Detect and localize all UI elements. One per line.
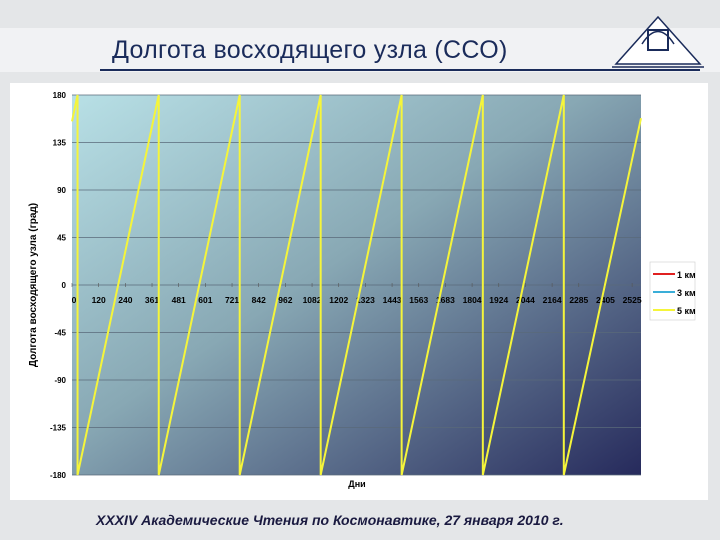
- x-tick-label: 481: [172, 295, 186, 305]
- x-tick-label: 120: [92, 295, 106, 305]
- x-tick-label: 240: [118, 295, 132, 305]
- x-tick-label: 0: [72, 295, 77, 305]
- x-tick-label: 2405: [596, 295, 615, 305]
- y-tick-label: -180: [50, 471, 67, 480]
- x-tick-label: 962: [278, 295, 292, 305]
- x-axis-label: Дни: [348, 479, 365, 489]
- legend-label: 5 км: [677, 306, 696, 316]
- x-tick-label: 1202: [329, 295, 348, 305]
- y-tick-label: 180: [53, 91, 67, 100]
- x-tick-label: 1443: [383, 295, 402, 305]
- series-line: [71, 94, 642, 476]
- title-underline: [100, 69, 700, 71]
- title-bar: [0, 28, 720, 72]
- y-tick-label: -45: [54, 329, 66, 338]
- y-axis-label: Долгота восходящего узла (град): [28, 203, 39, 367]
- legend-label: 1 км: [677, 270, 696, 280]
- x-tick-label: 601: [198, 295, 212, 305]
- x-tick-label: 842: [252, 295, 266, 305]
- y-tick-label: -90: [54, 376, 66, 385]
- x-tick-label: 1563: [409, 295, 428, 305]
- institute-logo: [612, 15, 704, 68]
- x-tick-label: 2525: [623, 295, 642, 305]
- y-tick-label: -135: [50, 424, 67, 433]
- x-tick-label: 361: [145, 295, 159, 305]
- x-tick-label: 2285: [569, 295, 588, 305]
- x-tick-label: 2164: [543, 295, 562, 305]
- slide-footer: XXXIV Академические Чтения по Космонавти…: [96, 512, 564, 528]
- x-tick-label: 1683: [436, 295, 455, 305]
- x-tick-label: 1924: [489, 295, 508, 305]
- x-tick-label: 1804: [463, 295, 482, 305]
- y-tick-label: 135: [53, 139, 67, 148]
- legend-label: 3 км: [677, 288, 696, 298]
- y-tick-label: 45: [57, 234, 66, 243]
- y-tick-label: 0: [62, 281, 67, 290]
- y-tick-label: 90: [57, 186, 66, 195]
- legend: 1 км 3 км 5 км: [649, 261, 696, 321]
- x-tick-label: 2044: [516, 295, 535, 305]
- x-tick-label: 721: [225, 295, 239, 305]
- x-tick-label: 1082: [303, 295, 322, 305]
- slide-title: Долгота восходящего узла (ССО): [112, 36, 508, 64]
- x-tick-label: 1323: [356, 295, 375, 305]
